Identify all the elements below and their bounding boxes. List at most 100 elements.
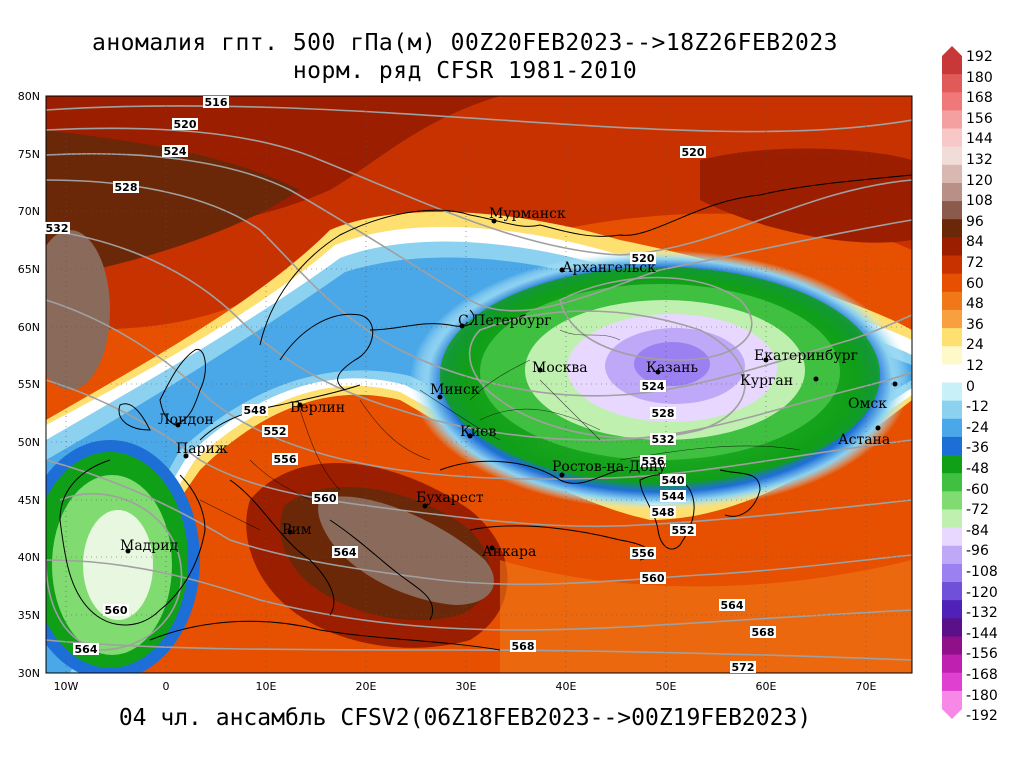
contour-label: 560	[312, 492, 338, 505]
contour-label: 524	[640, 380, 666, 393]
contour-label: 548	[650, 506, 676, 519]
svg-text:Лондон: Лондон	[158, 412, 214, 428]
lon-label: 70E	[855, 680, 877, 693]
city-murmansk: Мурманск	[489, 206, 566, 224]
colorbar-tick-label: 180	[966, 69, 993, 86]
contour-label: 532	[44, 222, 70, 235]
colorbar-swatch	[942, 201, 962, 220]
colorbar-swatch	[942, 291, 962, 311]
colorbar-tick-label: -180	[966, 687, 998, 704]
lat-label: 70N	[17, 205, 40, 218]
city-st-petersburg: С.Петербург	[458, 313, 552, 329]
colorbar-swatch	[942, 563, 962, 583]
contour-label: 564	[719, 599, 745, 612]
city-ankara: Анкара	[482, 544, 536, 560]
svg-text:556: 556	[632, 547, 655, 560]
svg-text:516: 516	[205, 96, 228, 109]
contour-label: 564	[73, 643, 99, 656]
colorbar-tick-label: -120	[966, 584, 998, 601]
colorbar-tick-label: -192	[966, 708, 998, 725]
contour-label: 548	[242, 404, 268, 417]
svg-text:520: 520	[632, 252, 655, 265]
lat-label: 55N	[17, 378, 40, 391]
lon-label: 20E	[355, 680, 377, 693]
colorbar-tick-label: 192	[966, 49, 993, 65]
colorbar-swatch	[942, 636, 962, 656]
contour-label: 560	[640, 572, 666, 585]
map-title: аномалия гпт. 500 гПа(м) 00Z20FEB2023-->…	[91, 30, 839, 56]
city-astana: Астана	[838, 425, 890, 448]
colorbar-swatch	[942, 164, 962, 184]
lon-label: 10E	[255, 680, 277, 693]
contour-label: 528	[650, 407, 676, 420]
city-minsk: Минск	[430, 382, 480, 400]
svg-text:524: 524	[642, 380, 665, 393]
colorbar-tick-label: -84	[966, 522, 989, 539]
contour-label: 520	[630, 252, 656, 265]
contour-label: 572	[730, 661, 756, 674]
colorbar-tick-label: 0	[966, 378, 975, 395]
lon-label: 40E	[555, 680, 577, 693]
contour-label: 568	[510, 640, 536, 653]
colorbar-bottom-arrow	[942, 709, 962, 719]
colorbar-swatch	[942, 690, 962, 710]
svg-text:548: 548	[244, 404, 267, 417]
colorbar-tick-label: -12	[966, 399, 989, 416]
geopotential-contours	[46, 105, 912, 661]
contour-label: 520	[172, 118, 198, 131]
lat-label: 40N	[17, 551, 40, 564]
colorbar-tick-label: -72	[966, 502, 989, 519]
svg-text:540: 540	[662, 474, 685, 487]
colorbar-swatch	[942, 545, 962, 565]
colorbar-swatch	[942, 400, 962, 420]
svg-text:Курган: Курган	[740, 373, 793, 389]
svg-text:Омск: Омск	[848, 396, 887, 412]
map-subtitle: норм. ряд CFSR 1981-2010	[292, 58, 638, 84]
colorbar-tick-label: 48	[966, 296, 984, 313]
colorbar-tick-label: -96	[966, 543, 989, 560]
colorbar-tick-label: 108	[966, 193, 993, 210]
lon-label: 50E	[655, 680, 677, 693]
contour-label: 544	[660, 490, 686, 503]
svg-text:С.Петербург: С.Петербург	[458, 313, 552, 329]
lon-label: 60E	[755, 680, 777, 693]
colorbar-swatch	[942, 436, 962, 456]
colorbar-tick-label: 96	[966, 213, 984, 230]
svg-text:560: 560	[642, 572, 665, 585]
contour-label: 528	[113, 181, 139, 194]
colorbar-swatch	[942, 582, 962, 601]
city-kurgan: Курган	[740, 373, 819, 389]
svg-text:Астана: Астана	[838, 432, 890, 448]
contour-label: 552	[262, 425, 288, 438]
contour-label: 536	[640, 455, 666, 468]
lon-label: 10W	[53, 680, 79, 693]
city-rome: Рим	[282, 522, 312, 538]
contour-labels: 516 520 524 528 532 520 520 524 528 532 …	[44, 96, 776, 674]
svg-text:Рим: Рим	[282, 522, 312, 538]
colorbar-tick-label: 120	[966, 172, 993, 189]
svg-text:564: 564	[334, 546, 357, 559]
svg-text:552: 552	[672, 524, 695, 537]
colorbar-tick-label: -48	[966, 461, 989, 477]
svg-text:572: 572	[732, 661, 755, 674]
colorbar-swatch	[942, 237, 962, 257]
lon-label: 30E	[455, 680, 477, 693]
lat-label: 50N	[17, 436, 40, 449]
colorbar-tick-label: -24	[966, 419, 989, 436]
colorbar-swatch	[942, 491, 962, 510]
lat-label: 65N	[17, 263, 40, 276]
colorbar-swatch	[942, 92, 962, 111]
city-moscow: Москва	[532, 360, 588, 376]
colorbar-swatch	[942, 182, 962, 202]
colorbar-swatch	[942, 346, 962, 365]
colorbar-tick-label: 132	[966, 152, 993, 168]
city-yekaterinburg: Екатеринбург	[754, 348, 858, 364]
svg-text:552: 552	[264, 425, 287, 438]
colorbar-swatch	[942, 110, 962, 130]
city-omsk: Омск	[848, 381, 898, 412]
contour-label: 564	[332, 546, 358, 559]
svg-text:Москва: Москва	[532, 360, 588, 376]
contour-label: 568	[750, 626, 776, 639]
city-arkhangelsk: Архангельск	[559, 260, 656, 276]
